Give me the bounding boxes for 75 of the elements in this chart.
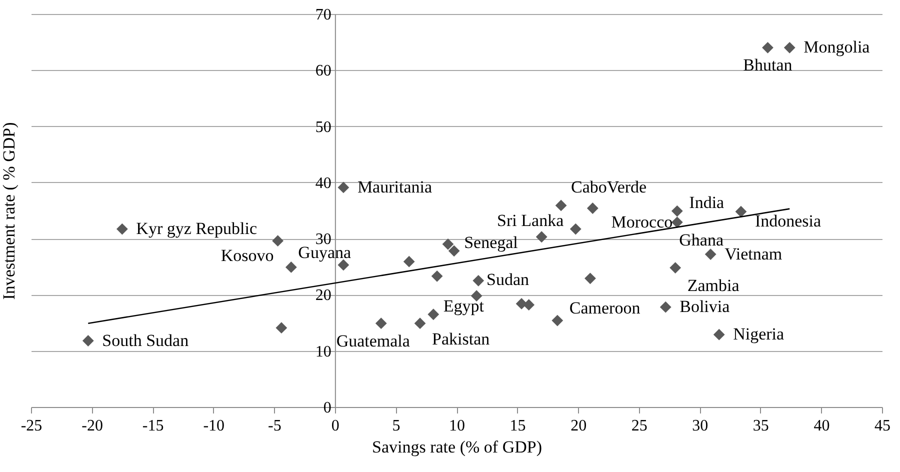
x-tick-label: -10 — [203, 418, 225, 434]
annotation: Senegal — [464, 232, 518, 252]
point — [735, 206, 747, 218]
point — [82, 335, 94, 346]
annotation: Indonesia — [754, 212, 822, 231]
x-tick-label: 45 — [874, 418, 890, 434]
point — [442, 238, 454, 250]
y-tick-label: 20 — [315, 287, 332, 304]
x-tick-label: 20 — [570, 418, 587, 434]
point — [431, 270, 443, 282]
annotation: Sri Lanka — [497, 211, 564, 230]
point — [414, 318, 426, 330]
x-tick-label: 10 — [449, 418, 465, 434]
annotation: Pakistan — [432, 329, 490, 348]
y-tick-label: 10 — [315, 343, 332, 360]
point — [584, 272, 596, 284]
point — [472, 274, 484, 286]
x-tick-label: -20 — [82, 418, 103, 434]
annotation: South Sudan — [102, 330, 190, 350]
point — [375, 318, 387, 330]
x-tick-label: 25 — [631, 418, 648, 434]
point — [762, 42, 774, 54]
x-axis-title: Savings rate (% of GDP) — [372, 438, 542, 456]
y-tick-label: 0 — [323, 400, 332, 416]
point — [570, 223, 582, 235]
x-tick-label: 5 — [392, 418, 400, 434]
point — [276, 322, 288, 334]
point — [555, 200, 567, 212]
annotation: Sudan — [486, 270, 530, 289]
y-tick-label: 40 — [315, 174, 332, 192]
point — [403, 256, 415, 268]
point — [670, 262, 682, 274]
annotation: Kosovo — [220, 246, 274, 265]
annotation: Mauritania — [357, 177, 432, 196]
point — [338, 182, 350, 194]
point — [523, 299, 535, 311]
x-tick-label: 40 — [814, 418, 830, 434]
annotation: Bolivia — [680, 297, 730, 316]
point — [704, 248, 716, 260]
annotation: Bhutan — [743, 56, 793, 75]
annotation: Cameroon — [569, 298, 641, 318]
annotation: Ghana — [679, 230, 724, 250]
annotation: Vietnam — [724, 244, 782, 264]
point — [272, 235, 284, 247]
point — [671, 216, 683, 228]
point — [671, 205, 683, 217]
annotation: Kyr gyz Republic — [136, 219, 258, 238]
x-tick-label: -5 — [268, 418, 282, 434]
point — [536, 231, 548, 243]
x-tick-label: 30 — [692, 418, 708, 434]
point — [285, 262, 297, 273]
y-tick-label: 50 — [315, 118, 332, 136]
annotation: Mongolia — [804, 38, 870, 57]
annotation: Nigeria — [733, 324, 785, 344]
point — [448, 245, 460, 257]
y-axis-title: Investment rate ( % GDP) — [0, 122, 18, 300]
point — [784, 42, 796, 54]
point — [713, 328, 725, 340]
point — [428, 308, 440, 320]
point — [552, 314, 564, 326]
point — [116, 223, 128, 235]
annotation: Egypt — [443, 296, 484, 316]
annotation: CaboVerde — [571, 177, 647, 196]
y-tick-label: 60 — [315, 62, 332, 80]
point — [660, 301, 672, 313]
annotation: Morocco — [611, 212, 673, 232]
x-tick-label: -15 — [142, 418, 164, 434]
x-tick-label: 15 — [510, 418, 526, 434]
x-tick-label: 35 — [752, 418, 769, 434]
y-tick-label: 70 — [315, 6, 332, 24]
point — [586, 202, 598, 214]
annotation: Zambia — [687, 276, 740, 295]
annotation: India — [689, 193, 725, 212]
annotation: Guatemala — [336, 331, 410, 350]
x-tick-label: -25 — [20, 418, 42, 434]
